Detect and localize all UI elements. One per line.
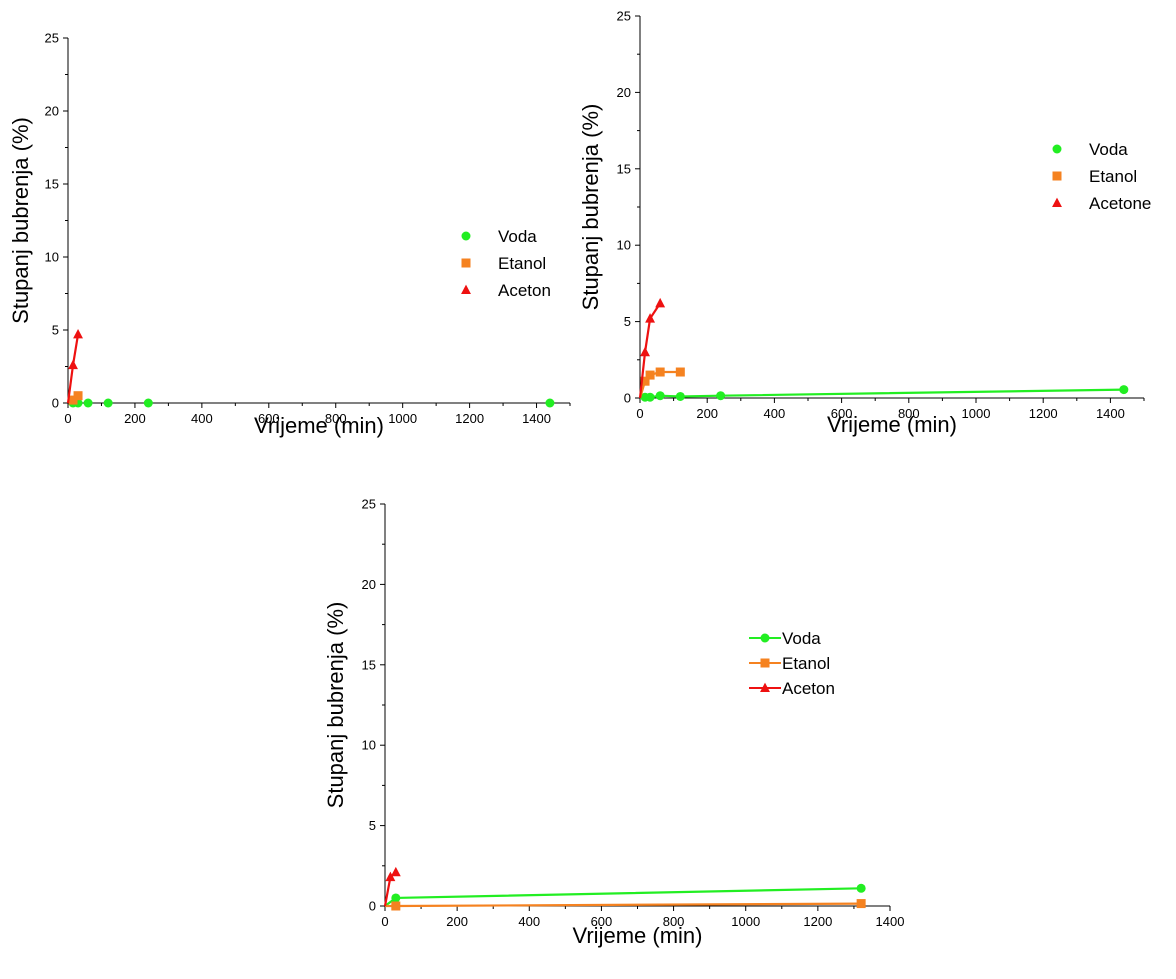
legend-marker-voda <box>760 633 770 643</box>
legend-label-aceton: Aceton <box>498 281 551 300</box>
x-tick-label: 0 <box>64 411 71 426</box>
legend-marker-etanol <box>760 658 770 668</box>
x-tick-label: 600 <box>591 914 613 929</box>
y-axis-title: Stupanj bubrenja (%) <box>323 602 348 809</box>
data-point-voda <box>545 398 555 408</box>
x-tick-label: 1200 <box>1029 406 1058 421</box>
data-point-voda <box>83 398 93 408</box>
x-tick-label: 1400 <box>522 411 551 426</box>
x-tick-label: 0 <box>636 406 643 421</box>
data-point-voda <box>856 883 866 893</box>
x-tick-label: 1000 <box>962 406 991 421</box>
y-tick-label: 0 <box>369 899 376 914</box>
data-point-voda <box>391 893 401 903</box>
series-line-voda <box>639 388 1124 400</box>
data-point-voda <box>645 392 655 402</box>
legend-label-voda: Voda <box>498 227 537 246</box>
x-tick-label: 200 <box>124 411 146 426</box>
legend-label-etanol: Etanol <box>1089 167 1137 186</box>
y-tick-label: 15 <box>362 657 376 672</box>
y-tick-label: 0 <box>52 396 59 411</box>
x-tick-label: 0 <box>381 914 388 929</box>
legend-marker-aceton <box>461 284 471 295</box>
x-tick-label: 200 <box>446 914 468 929</box>
x-tick-label: 800 <box>325 411 347 426</box>
y-tick-label: 15 <box>45 177 59 192</box>
x-tick-label: 1200 <box>455 411 484 426</box>
y-axis-title: Stupanj bubrenja (%) <box>578 104 603 311</box>
data-point-etanol <box>640 376 650 386</box>
x-axis-title: Vrijeme (min) <box>573 923 703 948</box>
y-tick-label: 5 <box>52 323 59 338</box>
y-tick-label: 15 <box>617 161 631 176</box>
x-tick-label: 1400 <box>1096 406 1125 421</box>
y-tick-label: 20 <box>617 85 631 100</box>
data-point-voda <box>103 398 113 408</box>
x-axis-title: Vrijeme (min) <box>827 412 957 437</box>
x-tick-label: 1000 <box>731 914 760 929</box>
data-point-etanol <box>675 367 685 377</box>
y-tick-label: 0 <box>624 391 631 406</box>
y-tick-label: 20 <box>45 104 59 119</box>
legend-marker-aceton <box>760 682 770 693</box>
x-tick-label: 400 <box>191 411 213 426</box>
y-tick-label: 5 <box>369 818 376 833</box>
legend-label-acetone: Acetone <box>1089 194 1151 213</box>
legend-marker-etanol <box>1052 171 1062 181</box>
data-point-voda <box>675 391 685 401</box>
x-tick-label: 1400 <box>876 914 905 929</box>
x-tick-label: 800 <box>663 914 685 929</box>
x-tick-label: 800 <box>898 406 920 421</box>
x-tick-label: 600 <box>831 406 853 421</box>
y-tick-label: 25 <box>362 497 376 512</box>
data-point-voda <box>655 391 665 401</box>
y-tick-label: 10 <box>362 738 376 753</box>
data-point-etanol <box>645 370 655 380</box>
legend-marker-voda <box>1052 144 1062 154</box>
data-point-aceton <box>68 359 78 370</box>
data-point-acetone <box>640 346 650 357</box>
x-axis-title: Vrijeme (min) <box>254 413 384 438</box>
legend-marker-acetone <box>1052 197 1062 208</box>
x-tick-label: 1200 <box>803 914 832 929</box>
x-tick-label: 1000 <box>388 411 417 426</box>
data-point-etanol <box>856 899 866 909</box>
x-tick-label: 400 <box>764 406 786 421</box>
legend-label-etanol: Etanol <box>782 654 830 673</box>
data-point-aceton <box>385 871 396 882</box>
data-point-etanol <box>68 395 78 405</box>
data-point-voda <box>716 391 726 401</box>
data-point-etanol <box>655 367 665 377</box>
y-tick-label: 10 <box>617 238 631 253</box>
y-axis-title: Stupanj bubrenja (%) <box>8 117 33 324</box>
legend-label-voda: Voda <box>782 629 821 648</box>
y-tick-label: 25 <box>617 9 631 24</box>
chart-2: 0 200 400 600 800 1000 1200 1400 0 5 10 15 20 25 Vrije… <box>578 9 1151 438</box>
y-tick-label: 25 <box>45 31 59 46</box>
y-tick-label: 20 <box>362 577 376 592</box>
y-tick-label: 10 <box>45 250 59 265</box>
legend-label-etanol: Etanol <box>498 254 546 273</box>
data-point-aceton <box>73 328 83 339</box>
data-point-voda <box>143 398 153 408</box>
chart-3: 0 200 400 600 800 1000 1200 1400 0 5 10 15 20 25 Vrije… <box>323 497 904 949</box>
x-tick-label: 400 <box>518 914 540 929</box>
data-point-acetone <box>655 297 666 308</box>
x-tick-label: 200 <box>696 406 718 421</box>
data-point-etanol <box>391 901 401 911</box>
chart-1: 0 200 400 600 800 1000 1200 1400 0 5 10 15 20 25 Vrije… <box>8 31 571 438</box>
legend-marker-voda <box>461 231 471 241</box>
x-tick-label: 600 <box>258 411 280 426</box>
series-line-acetone <box>638 302 662 399</box>
legend-label-voda: Voda <box>1089 140 1128 159</box>
legend-marker-etanol <box>461 258 471 268</box>
data-point-acetone <box>645 313 656 323</box>
data-point-etanol <box>73 391 83 401</box>
data-point-aceton <box>390 866 401 877</box>
legend-label-aceton: Aceton <box>782 679 835 698</box>
data-point-voda <box>1119 385 1129 395</box>
y-tick-label: 5 <box>624 314 631 329</box>
